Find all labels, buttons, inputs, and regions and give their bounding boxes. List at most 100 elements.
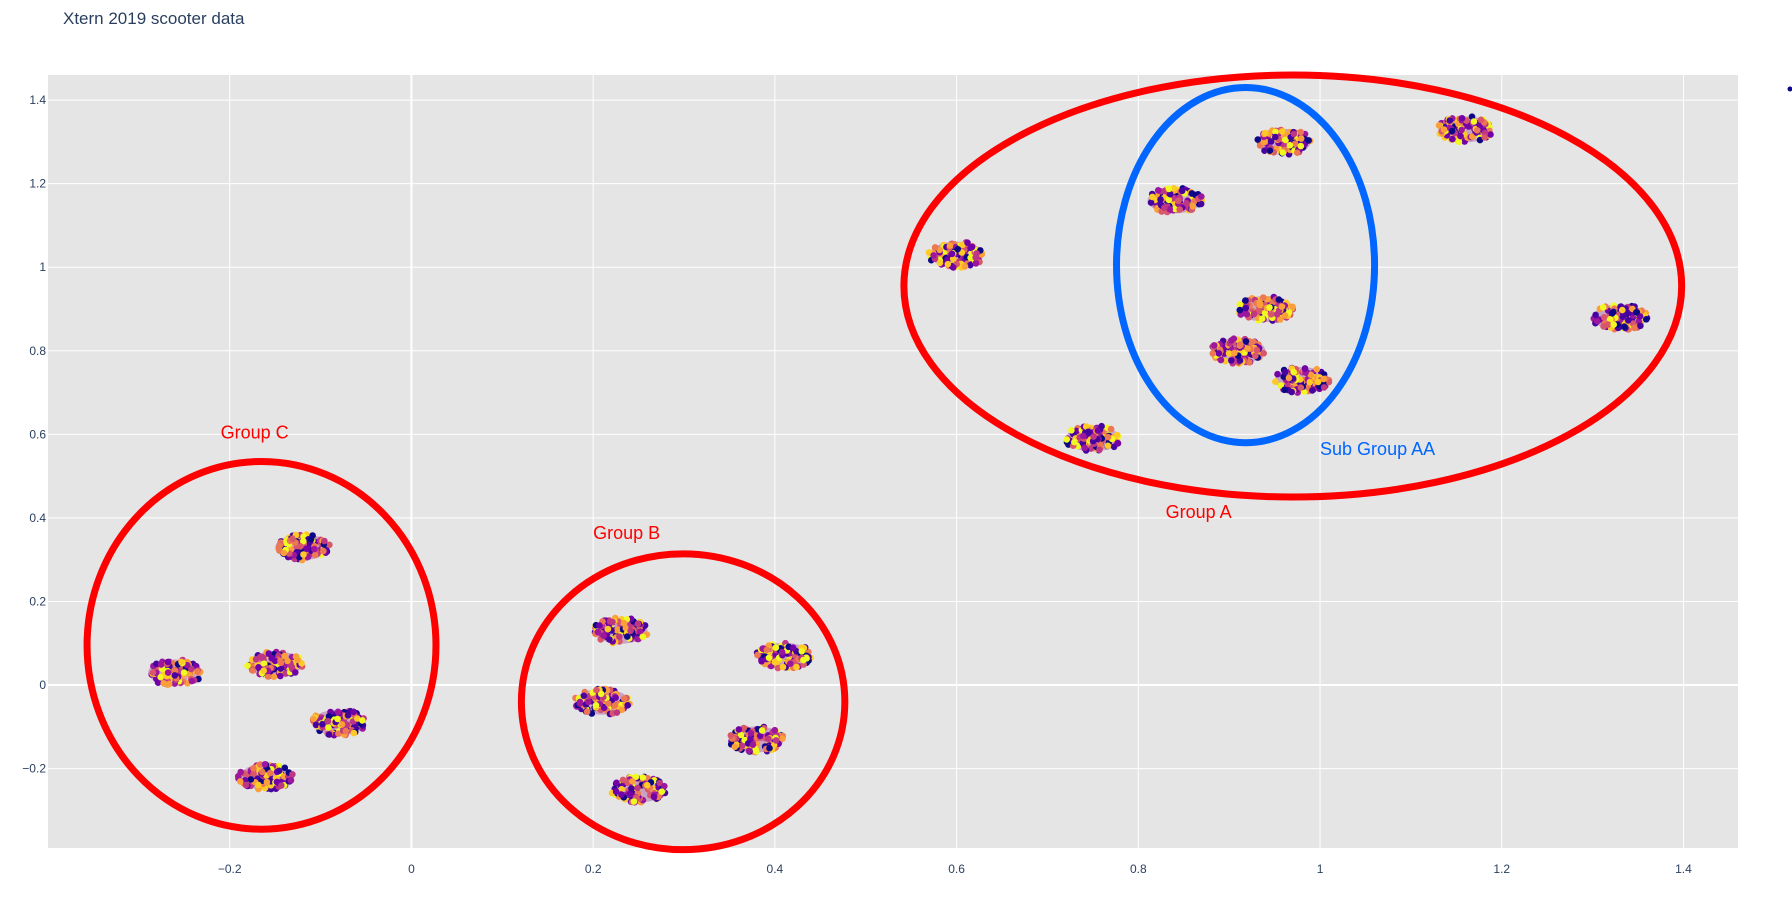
- data-point: [620, 619, 628, 627]
- data-point: [627, 627, 634, 635]
- data-point: [1593, 317, 1601, 325]
- data-point: [1104, 433, 1112, 441]
- data-point: [629, 778, 636, 785]
- data-point: [259, 654, 267, 661]
- annotation-ellipse: [517, 550, 849, 854]
- data-point: [634, 620, 642, 628]
- data-point: [319, 720, 326, 728]
- annotation-label: Group B: [593, 523, 660, 543]
- data-point: [1266, 147, 1274, 154]
- data-point: [338, 721, 346, 728]
- data-point: [624, 702, 631, 709]
- data-point: [1165, 185, 1173, 193]
- legend-marker-icon: [1787, 86, 1792, 92]
- data-point: [237, 768, 244, 776]
- data-point: [1470, 118, 1478, 125]
- data-point: [1631, 324, 1638, 332]
- data-point: [1643, 316, 1650, 323]
- data-point: [1231, 349, 1238, 357]
- data-point: [284, 657, 291, 665]
- data-point: [1473, 127, 1481, 134]
- data-point: [1113, 431, 1121, 439]
- data-point: [731, 743, 739, 751]
- data-point: [1243, 310, 1251, 318]
- data-points: [148, 113, 1651, 806]
- data-point: [1258, 315, 1266, 323]
- data-point: [605, 700, 612, 707]
- data-point: [738, 742, 746, 749]
- data-point: [164, 658, 172, 666]
- data-point: [260, 660, 268, 667]
- data-point: [798, 648, 806, 655]
- data-point: [612, 788, 620, 795]
- data-point: [1272, 128, 1279, 136]
- data-point: [1309, 387, 1316, 394]
- data-point: [311, 545, 318, 553]
- data-point: [1469, 133, 1476, 140]
- x-tick-label: 0.6: [948, 862, 965, 876]
- data-point: [1301, 365, 1309, 372]
- y-tick-label: 0.6: [29, 427, 46, 441]
- data-point: [639, 774, 647, 781]
- data-point: [164, 669, 172, 676]
- annotation-label: Group A: [1166, 502, 1232, 522]
- y-tick-label: 0.8: [29, 344, 46, 358]
- annotation-label: Sub Group AA: [1320, 439, 1435, 459]
- data-point: [1165, 196, 1173, 204]
- data-point: [249, 667, 256, 674]
- data-point: [350, 729, 358, 737]
- data-point: [255, 781, 262, 789]
- data-point: [1633, 309, 1640, 316]
- data-point: [1252, 352, 1259, 360]
- data-point: [1228, 357, 1235, 364]
- data-point: [634, 635, 641, 643]
- data-point: [1290, 130, 1298, 138]
- data-point: [250, 770, 257, 777]
- data-point: [154, 679, 162, 686]
- data-point: [257, 761, 264, 768]
- data-point: [342, 727, 350, 735]
- x-tick-label: 0.2: [585, 862, 602, 876]
- data-point: [747, 729, 755, 737]
- data-point: [1250, 310, 1258, 318]
- data-point: [1440, 126, 1448, 133]
- data-point: [1209, 350, 1217, 357]
- data-point: [1610, 321, 1617, 328]
- data-point: [277, 672, 284, 680]
- data-point: [745, 747, 753, 755]
- data-point: [771, 658, 779, 666]
- data-point: [778, 648, 786, 656]
- data-point: [1446, 117, 1454, 124]
- data-point: [1147, 199, 1155, 206]
- data-point: [1637, 322, 1644, 330]
- data-point: [1320, 384, 1328, 391]
- data-point: [1272, 133, 1279, 141]
- data-point: [1477, 116, 1485, 124]
- x-tick-label: 1: [1317, 862, 1324, 876]
- data-point: [594, 628, 602, 636]
- data-point: [312, 721, 320, 729]
- data-point: [1071, 438, 1078, 446]
- data-point: [320, 547, 327, 555]
- data-point: [264, 673, 272, 680]
- data-point: [1090, 433, 1097, 440]
- data-point: [632, 773, 640, 781]
- data-point: [1279, 149, 1286, 156]
- data-point: [661, 782, 668, 790]
- y-tick-label: 1.2: [29, 177, 46, 191]
- data-point: [771, 726, 779, 734]
- data-point: [1084, 428, 1092, 436]
- data-point: [737, 731, 745, 739]
- data-point: [350, 708, 357, 716]
- data-point: [606, 636, 613, 643]
- data-point: [1285, 374, 1293, 382]
- x-tick-label: 0: [408, 862, 415, 876]
- data-point: [1104, 442, 1112, 450]
- data-point: [1242, 338, 1250, 345]
- data-point: [609, 618, 616, 626]
- data-point: [727, 732, 735, 739]
- data-point: [244, 662, 251, 669]
- data-point: [936, 259, 944, 267]
- x-axis-ticks: −0.2 0 0.2 0.4 0.6 0.8 1 1.2 1.4: [218, 862, 1692, 876]
